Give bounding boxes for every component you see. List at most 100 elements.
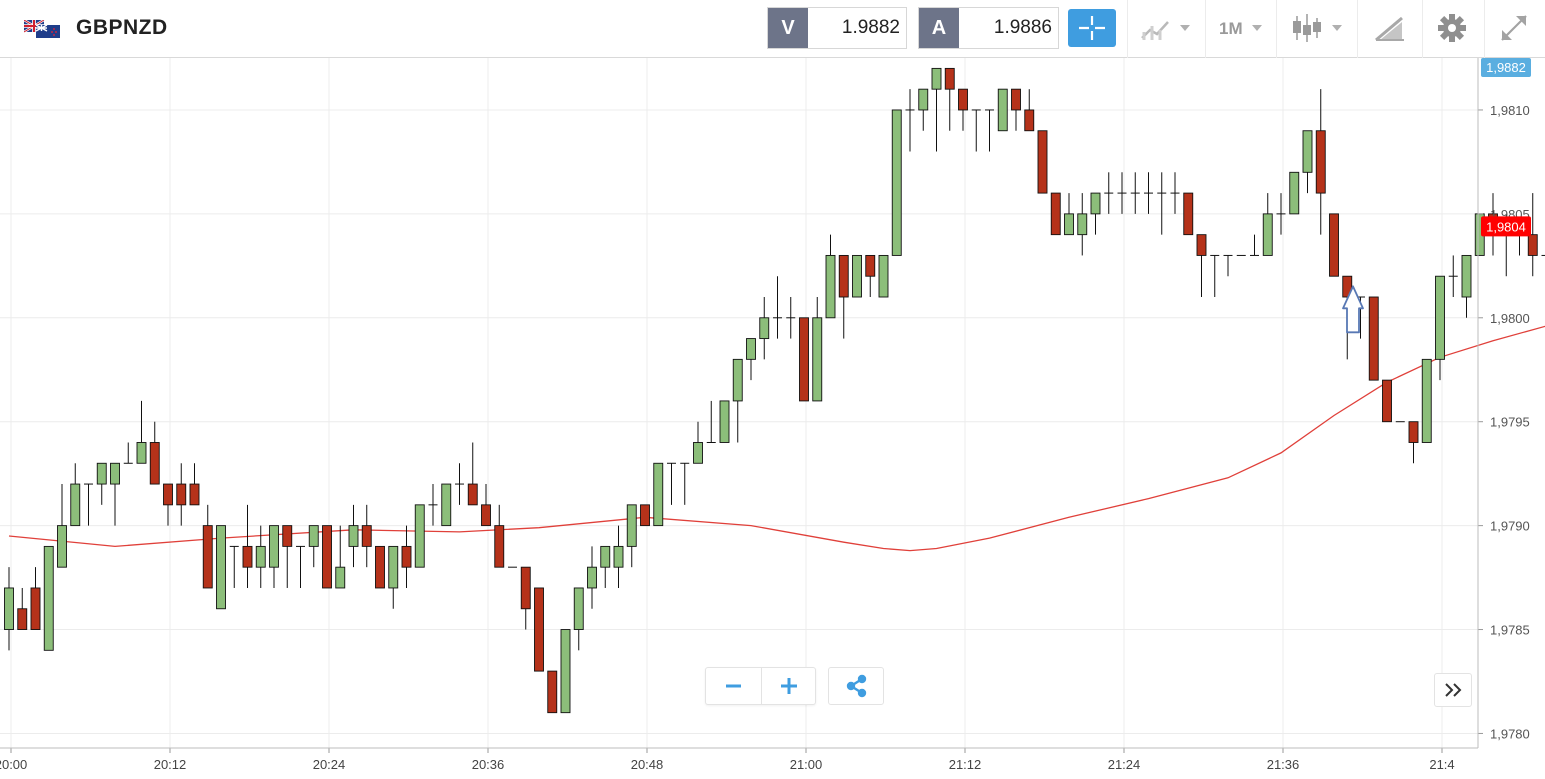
candle-body: [163, 483, 173, 506]
candle: [110, 462, 120, 526]
price-tick-label: 1,9800: [1490, 311, 1530, 326]
candle-body: [401, 545, 412, 568]
candle-body: [587, 566, 597, 589]
candle-body: [1183, 192, 1194, 236]
candle: [838, 254, 849, 339]
candle: [242, 504, 253, 588]
zoom-in-button[interactable]: [761, 668, 816, 704]
indicators-button[interactable]: [1138, 8, 1194, 48]
candle-body: [1050, 192, 1061, 236]
indicators-icon: [1141, 21, 1169, 40]
candle: [1037, 130, 1048, 194]
instrument-symbol: GBPNZD: [76, 16, 168, 39]
current-price-tag-text: 1,9882: [1486, 60, 1526, 75]
candle-body: [57, 525, 67, 568]
candle-body: [1435, 275, 1445, 360]
candle-body: [96, 462, 107, 485]
arrow-up-annotation-icon: [1342, 285, 1364, 334]
sell-price-button[interactable]: V 1.9882: [767, 7, 907, 49]
candle-body: [944, 67, 955, 90]
candle: [918, 88, 929, 131]
candles-layer: [4, 67, 1545, 714]
candle-body: [375, 545, 385, 589]
buy-price-button[interactable]: A 1.9886: [918, 7, 1059, 49]
candle-body: [481, 504, 491, 527]
candle-body: [1461, 254, 1472, 298]
candle: [189, 463, 200, 506]
chart-type-button[interactable]: [1288, 8, 1348, 48]
candle-body: [1262, 213, 1273, 256]
candle: [335, 525, 346, 589]
candle-body: [414, 504, 425, 568]
candle: [1064, 193, 1074, 236]
candle-body: [322, 525, 332, 589]
candle: [441, 483, 452, 527]
zoom-out-button[interactable]: [706, 668, 761, 704]
candle-body: [719, 400, 730, 443]
candle: [17, 587, 28, 630]
share-button[interactable]: [828, 667, 884, 705]
candle: [269, 525, 279, 588]
candle: [667, 462, 676, 505]
candle-body: [149, 442, 160, 485]
crosshair-icon: [1079, 16, 1105, 40]
candle: [985, 109, 994, 152]
candle: [1262, 193, 1273, 256]
uk-nz-flag-icon: [24, 20, 60, 38]
candle: [746, 338, 756, 381]
candle: [1421, 358, 1432, 443]
candle-body: [17, 608, 28, 630]
price-chart[interactable]: 20:00 20:12 20:24 20:36 20:48 21:00 21:12 21:24…: [0, 58, 1545, 779]
candle: [680, 462, 690, 505]
candle-body: [520, 566, 531, 610]
candle: [1435, 275, 1445, 381]
crosshair-button[interactable]: [1068, 9, 1116, 47]
candle: [626, 504, 637, 568]
candle-body: [136, 442, 147, 464]
candle: [414, 504, 425, 568]
period-selector[interactable]: [1208, 8, 1274, 48]
candle-body: [626, 504, 637, 547]
candle: [693, 421, 703, 464]
last-price-tag: 1,9804: [1481, 216, 1531, 237]
candle: [176, 463, 187, 526]
candle: [428, 484, 438, 526]
scroll-to-latest-button[interactable]: [1434, 673, 1472, 707]
candle: [84, 483, 93, 526]
candle: [1024, 89, 1035, 132]
candle-body: [110, 462, 120, 485]
candle: [455, 463, 464, 505]
drawing-tools-button[interactable]: [1372, 8, 1412, 48]
candle-body: [441, 483, 452, 527]
candle: [216, 525, 226, 610]
candle-body: [918, 88, 929, 111]
candle-body: [1011, 88, 1021, 111]
time-tick-label: 21:24: [1108, 757, 1141, 772]
candle-body: [799, 317, 809, 402]
candle: [308, 525, 319, 568]
candle: [1368, 296, 1379, 381]
candle-body: [1289, 171, 1300, 215]
candle: [375, 545, 385, 589]
candle-body: [693, 442, 703, 464]
candle: [878, 254, 889, 298]
candle-body: [308, 525, 319, 547]
candle: [4, 567, 14, 651]
candle: [799, 317, 809, 402]
candle: [296, 545, 305, 588]
candle-body: [1421, 358, 1432, 443]
candle-body: [1315, 130, 1326, 194]
candle: [891, 109, 902, 256]
current-price-tag-bg: [1481, 58, 1531, 77]
candle: [573, 587, 584, 651]
drawing-tools-icon: [1375, 16, 1404, 42]
candle: [534, 587, 544, 672]
candle: [348, 504, 359, 568]
candle: [1302, 130, 1313, 194]
candle-body: [361, 525, 372, 547]
fullscreen-button[interactable]: [1496, 8, 1534, 48]
price-axis: 1,97801,97851,97901,97951,98001,98051,98…: [1477, 58, 1530, 748]
settings-button[interactable]: [1434, 8, 1472, 48]
candle-body: [282, 525, 293, 547]
candle: [30, 567, 41, 630]
